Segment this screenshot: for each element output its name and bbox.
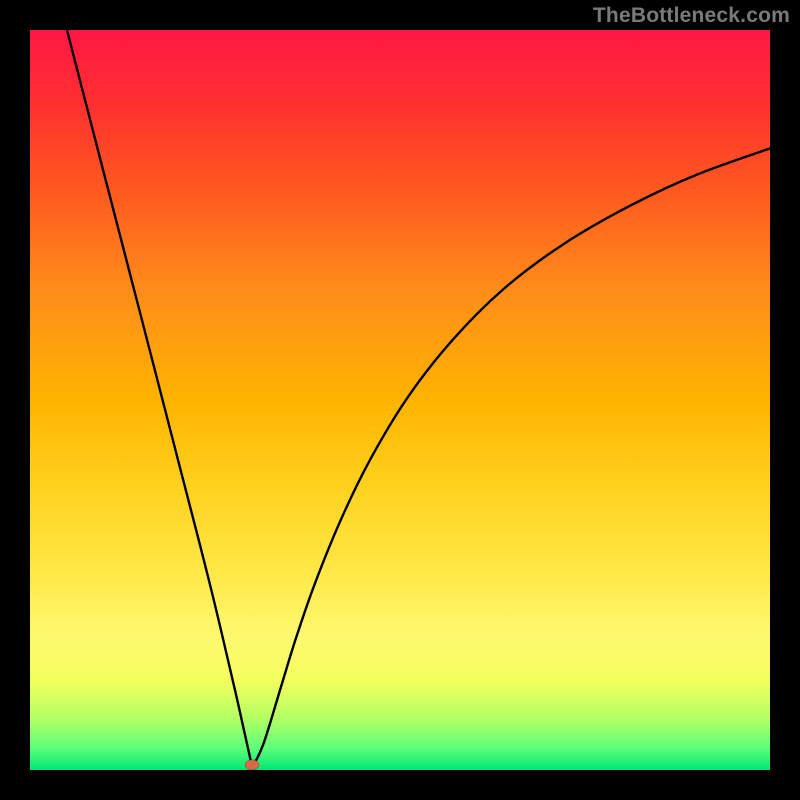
- chart-stage: TheBottleneck.com: [0, 0, 800, 800]
- watermark-text: TheBottleneck.com: [593, 4, 790, 28]
- optimum-marker: [245, 760, 259, 770]
- bottleneck-chart: [0, 0, 800, 800]
- plot-background: [30, 30, 770, 770]
